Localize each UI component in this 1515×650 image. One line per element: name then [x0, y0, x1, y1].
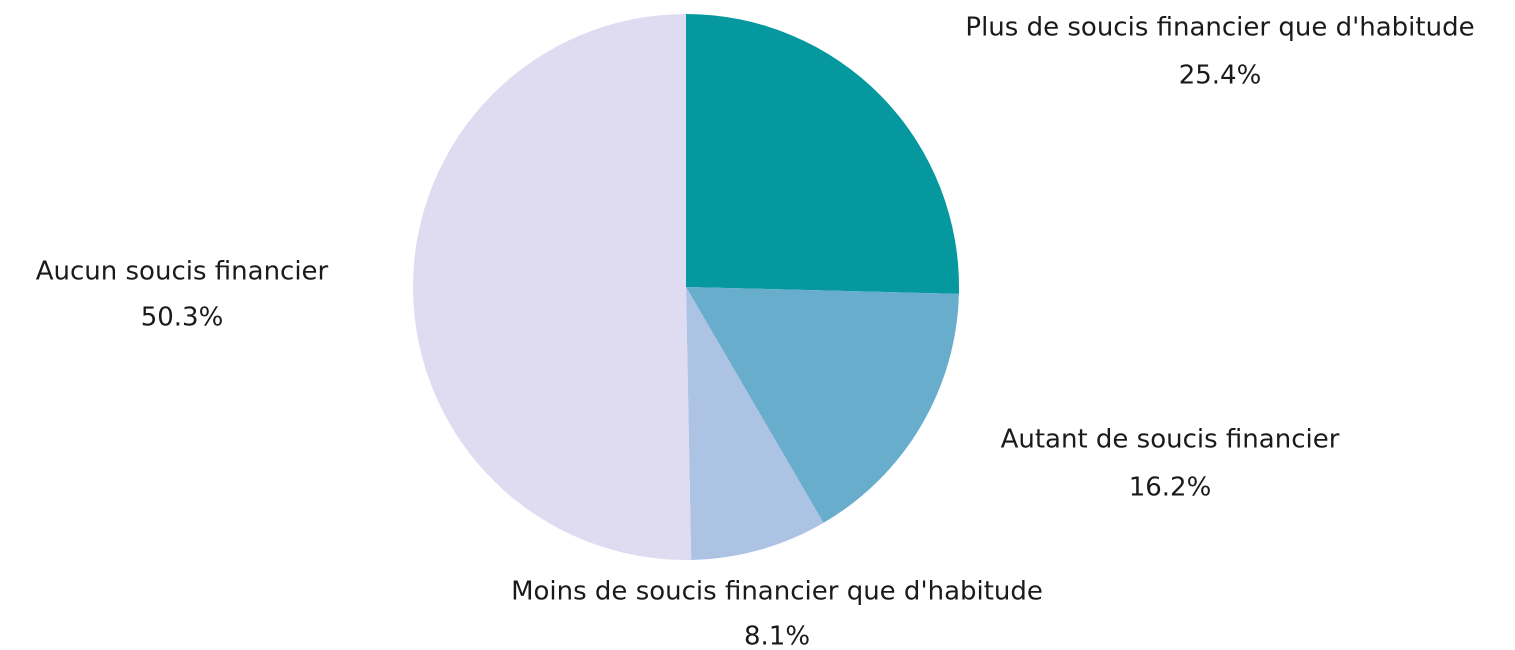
slice-value-label: 25.4%	[1179, 61, 1262, 91]
pie-slice	[686, 14, 959, 294]
slice-label: Moins de soucis financier que d'habitude	[511, 577, 1043, 607]
pie-slice	[412, 14, 692, 560]
slice-value-label: 16.2%	[1129, 473, 1212, 503]
slice-value-label: 50.3%	[141, 303, 224, 333]
slice-label: Aucun soucis financier	[36, 257, 329, 287]
pie-slice	[686, 287, 824, 560]
slice-label: Plus de soucis financier que d'habitude	[965, 13, 1474, 43]
slice-value-label: 8.1%	[744, 622, 810, 650]
pie-slice	[686, 287, 959, 523]
slice-label: Autant de soucis financier	[1001, 425, 1340, 455]
